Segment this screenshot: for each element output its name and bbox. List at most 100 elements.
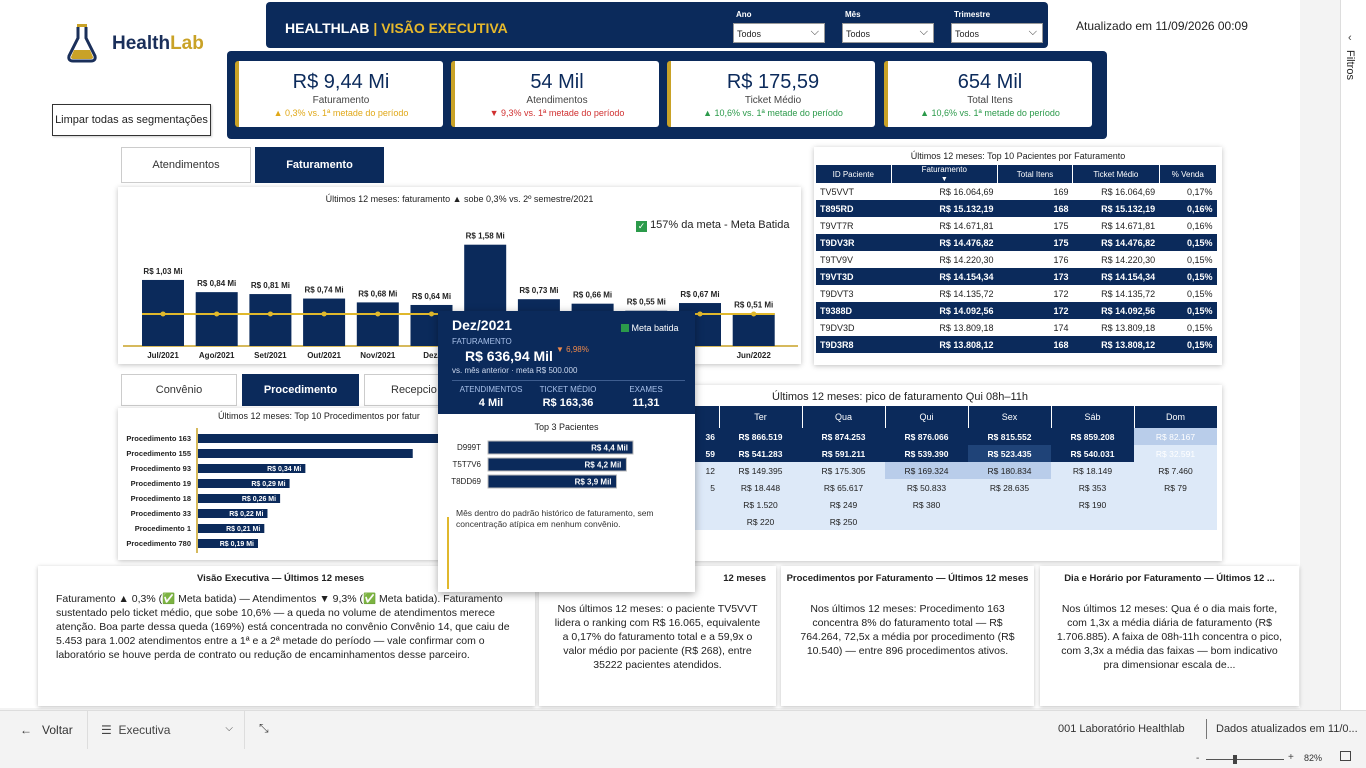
col-total-itens[interactable]: Total Itens	[997, 165, 1074, 183]
bar-Out/2021[interactable]	[303, 298, 346, 346]
table-cell: 172	[997, 302, 1073, 319]
heatmap-cell[interactable]	[968, 496, 1051, 513]
heatmap-cell[interactable]: R$ 79	[1134, 479, 1217, 496]
proc-bar[interactable]	[198, 434, 438, 443]
tab-atendimentos[interactable]: Atendimentos	[121, 147, 251, 183]
heatmap-cell[interactable]: R$ 82.167	[1134, 428, 1217, 445]
proc-bar[interactable]	[198, 524, 265, 533]
col-ticket-medio[interactable]: Ticket Médio	[1072, 165, 1160, 183]
page-selector[interactable]: ☰ Executiva ⌵	[101, 723, 233, 737]
heatmap-cell[interactable]	[1134, 496, 1217, 513]
bar-Jun/2022[interactable]	[732, 313, 775, 346]
zoom-slider-handle[interactable]	[1233, 755, 1237, 764]
heatmap-cell[interactable]: R$ 380	[885, 496, 968, 513]
zoom-in-button[interactable]: +	[1288, 752, 1294, 763]
heatmap-cell[interactable]	[1051, 513, 1134, 530]
table-row[interactable]: TV5VVT R$ 16.064,69 169 R$ 16.064,69 0,17%	[816, 183, 1217, 200]
table-row[interactable]: T9388D R$ 14.092,56 172 R$ 14.092,56 0,15%	[816, 302, 1217, 319]
heatmap-cell[interactable]: R$ 541.283	[719, 445, 802, 462]
zoom-slider[interactable]	[1206, 759, 1284, 760]
table-cell: R$ 14.135,72	[939, 288, 994, 299]
clear-filters-button[interactable]: Limpar todas as segmentações	[52, 104, 211, 136]
tab-procedimento[interactable]: Procedimento	[242, 374, 359, 406]
tab-recepcao[interactable]: Recepcio	[364, 374, 444, 406]
table-cell: 0,15%	[1159, 234, 1217, 251]
heatmap-cell[interactable]: R$ 353	[1051, 479, 1134, 496]
collapse-icon[interactable]: ⤡	[259, 721, 269, 735]
tooltip-stat-exames: EXAMES 11,31	[629, 385, 663, 409]
divider	[1206, 719, 1207, 739]
filter-trimestre-select[interactable]: Todos ⌵	[951, 23, 1043, 43]
table-row[interactable]: T9DV3R R$ 14.476,82 175 R$ 14.476,82 0,15%	[816, 234, 1217, 251]
chevron-left-icon[interactable]: ‹	[1348, 32, 1352, 44]
heatmap-cell[interactable]: R$ 540.031	[1051, 445, 1134, 462]
bar-Set/2021[interactable]	[249, 294, 292, 346]
heatmap-cell[interactable]: R$ 175.305	[802, 462, 885, 479]
heatmap-cell[interactable]: R$ 249	[802, 496, 885, 513]
heatmap-cell[interactable]: R$ 18.448	[719, 479, 802, 496]
heatmap-cell[interactable]: R$ 591.211	[802, 445, 885, 462]
heatmap-cell[interactable]: R$ 539.390	[885, 445, 968, 462]
table-cell: R$ 14.092,56	[891, 302, 998, 319]
x-tick-label: Out/2021	[307, 351, 341, 360]
proc-bar[interactable]	[198, 479, 290, 488]
heatmap-cell[interactable]: R$ 220	[719, 513, 802, 530]
table-row[interactable]: T9VT3D R$ 14.154,34 173 R$ 14.154,34 0,15%	[816, 268, 1217, 285]
filters-pane-label[interactable]: Filtros	[1344, 50, 1356, 80]
col-pct-venda[interactable]: % Venda	[1159, 165, 1218, 183]
heatmap-cell[interactable]: R$ 65.617	[802, 479, 885, 496]
heatmap-cell[interactable]	[968, 513, 1051, 530]
heatmap-cell[interactable]: R$ 149.395	[719, 462, 802, 479]
heatmap-cell[interactable]: R$ 523.435	[968, 445, 1051, 462]
table-cell: 0,15%	[1159, 302, 1217, 319]
table-cell: T9D3R8	[816, 336, 892, 353]
summary-body: Faturamento ▲ 0,3% (✅ Meta batida) — Ate…	[56, 593, 510, 661]
heatmap-cell[interactable]: R$ 859.208	[1051, 428, 1134, 445]
table-row[interactable]: T9D3R8 R$ 13.808,12 168 R$ 13.808,12 0,15%	[816, 336, 1217, 353]
table-row[interactable]: T9VT7R R$ 14.671,81 175 R$ 14.671,81 0,16%	[816, 217, 1217, 234]
heatmap-cell[interactable]: R$ 50.833	[885, 479, 968, 496]
proc-bar[interactable]	[198, 509, 268, 518]
tab-faturamento[interactable]: Faturamento	[255, 147, 384, 183]
heatmap-cell[interactable]: R$ 866.519	[719, 428, 802, 445]
proc-bar[interactable]	[198, 449, 413, 458]
tab-convenio[interactable]: Convênio	[121, 374, 237, 406]
heatmap-cell[interactable]: R$ 1.520	[719, 496, 802, 513]
tooltip-note: Mês dentro do padrão histórico de fatura…	[456, 508, 654, 529]
heatmap-cell[interactable]: R$ 32.591	[1134, 445, 1217, 462]
col-id-paciente[interactable]: ID Paciente	[816, 165, 892, 183]
bar-Nov/2021[interactable]	[356, 302, 399, 346]
heatmap-cell[interactable]: R$ 874.253	[802, 428, 885, 445]
heatmap-cell[interactable]: R$ 180.834	[968, 462, 1051, 479]
heatmap-cell[interactable]: R$ 250	[802, 513, 885, 530]
proc-bar[interactable]	[198, 539, 258, 548]
filter-mes-select[interactable]: Todos ⌵	[842, 23, 934, 43]
table-row[interactable]: T9TV9V R$ 14.220,30 176 R$ 14.220,30 0,15%	[816, 251, 1217, 268]
heatmap-cell[interactable]: R$ 190	[1051, 496, 1134, 513]
zoom-out-button[interactable]: -	[1196, 753, 1200, 764]
heatmap-cell[interactable]	[1134, 513, 1217, 530]
table-cell: 173	[997, 268, 1073, 285]
heatmap-cell[interactable]: R$ 169.324	[885, 462, 968, 479]
summary-body: Nos últimos 12 meses: Qua é o dia mais f…	[1056, 603, 1283, 671]
proc-bar[interactable]	[198, 464, 306, 473]
heatmap-cell[interactable]	[885, 513, 968, 530]
col-faturamento[interactable]: Faturamento ▼	[891, 165, 998, 183]
table-row[interactable]: T895RD R$ 15.132,19 168 R$ 15.132,19 0,16%	[816, 200, 1217, 217]
bar-label: R$ 0,84 Mi	[197, 279, 236, 288]
fit-page-icon[interactable]	[1340, 751, 1351, 761]
filters-pane[interactable]: ‹ Filtros	[1340, 0, 1366, 710]
filter-ano-select[interactable]: Todos ⌵	[733, 23, 825, 43]
table-row[interactable]: T9DVT3 R$ 14.135,72 172 R$ 14.135,72 0,15%	[816, 285, 1217, 302]
bar-Ago/2021[interactable]	[195, 292, 238, 346]
heatmap-cell[interactable]: R$ 815.552	[968, 428, 1051, 445]
kpi-card-atendimentos: 54 Mil Atendimentos ▼ 9,3% vs. 1ª metade d…	[451, 61, 659, 127]
back-button[interactable]: ← Voltar	[20, 723, 73, 737]
heatmap-cell[interactable]: R$ 7.460	[1134, 462, 1217, 479]
table-row[interactable]: T9DV3D R$ 13.809,18 174 R$ 13.809,18 0,15%	[816, 319, 1217, 336]
heatmap-cell[interactable]: R$ 28.635	[968, 479, 1051, 496]
heatmap-cell[interactable]: R$ 876.066	[885, 428, 968, 445]
proc-bar[interactable]	[198, 494, 281, 503]
table-cell: R$ 14.135,72	[1101, 288, 1156, 299]
heatmap-cell[interactable]: R$ 18.149	[1051, 462, 1134, 479]
